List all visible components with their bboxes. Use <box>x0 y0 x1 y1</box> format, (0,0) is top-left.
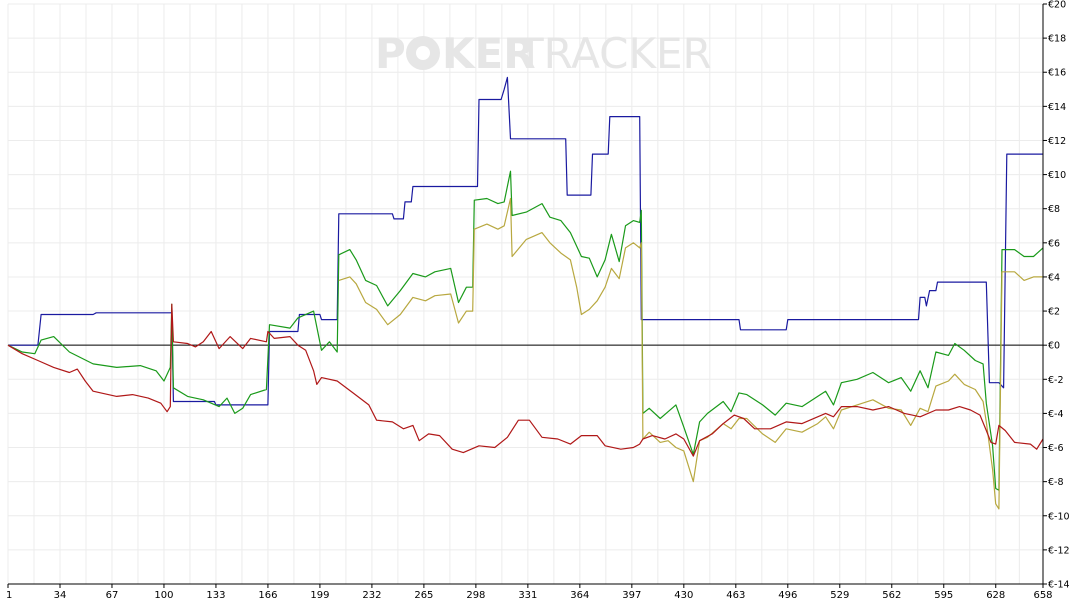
y-tick-label: €-4 <box>1048 409 1064 420</box>
pokertracker-watermark: P KER TRACKER <box>375 29 712 78</box>
axes: 1 34 67 100 133 166 199 232 265 298 331 364 397 430 46… <box>6 0 1070 601</box>
watermark-text-mid: KER <box>442 29 536 78</box>
x-tick-label: 529 <box>830 590 849 601</box>
y-tick-label: €16 <box>1048 68 1066 79</box>
y-tick-label: €-2 <box>1048 375 1064 386</box>
x-tick-label: 199 <box>310 590 329 601</box>
x-tick-label: 100 <box>154 590 173 601</box>
series-line-blue <box>8 76 1043 406</box>
series-line-red <box>7 303 1044 457</box>
x-tick-label: 463 <box>726 590 745 601</box>
x-tick-label: 658 <box>1033 590 1052 601</box>
x-tick-label: 166 <box>258 590 277 601</box>
watermark-chip-center <box>416 46 430 60</box>
series-line-green <box>7 170 1044 491</box>
y-tick-label: €-8 <box>1048 477 1064 488</box>
x-tick-label: 595 <box>934 590 953 601</box>
x-tick-label: 298 <box>466 590 485 601</box>
series <box>7 76 1044 510</box>
y-tick-label: €4 <box>1048 272 1060 283</box>
x-tick-label: 265 <box>414 590 433 601</box>
x-tick-label: 628 <box>986 590 1005 601</box>
y-tick-label: €10 <box>1048 170 1066 181</box>
x-tick-label: 1 <box>6 590 12 601</box>
y-tick-label: €-6 <box>1048 443 1064 454</box>
y-tick-label: €20 <box>1048 0 1066 11</box>
y-tick-label: €18 <box>1048 34 1066 45</box>
watermark-text-right: TRACKER <box>517 29 712 78</box>
x-tick-label: 397 <box>622 590 641 601</box>
y-tick-label: €0 <box>1048 341 1060 352</box>
x-tick-label: 430 <box>674 590 693 601</box>
x-tick-label: 67 <box>106 590 119 601</box>
plot-background <box>8 4 1043 584</box>
y-tick-label: €6 <box>1048 238 1060 249</box>
x-tick-label: 331 <box>518 590 537 601</box>
y-tick-label: €-10 <box>1048 511 1070 522</box>
x-tick-label: 496 <box>778 590 797 601</box>
y-tick-label: €12 <box>1048 136 1066 147</box>
grid <box>7 3 1043 585</box>
x-tick-label: 34 <box>54 590 67 601</box>
x-tick-label: 133 <box>206 590 225 601</box>
series-line-olive <box>338 197 1043 510</box>
y-tick-label: €-14 <box>1048 580 1070 591</box>
x-tick-label: 232 <box>362 590 381 601</box>
y-tick-label: €8 <box>1048 204 1060 215</box>
x-tick-label: 562 <box>882 590 901 601</box>
x-tick-label: 364 <box>570 590 589 601</box>
y-tick-label: €2 <box>1048 307 1060 318</box>
y-tick-label: €14 <box>1048 102 1066 113</box>
y-tick-label: €-12 <box>1048 545 1070 556</box>
watermark-text-left: P <box>375 29 406 78</box>
